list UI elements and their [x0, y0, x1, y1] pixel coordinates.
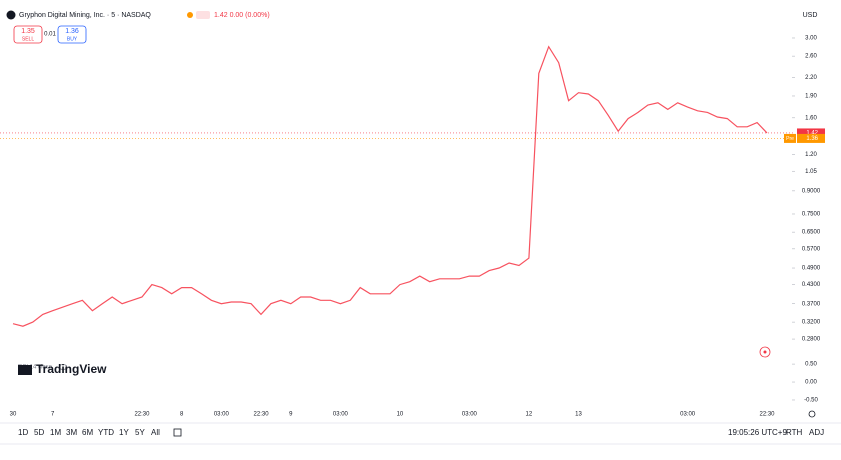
y-tick-label: 2.20: [805, 75, 817, 81]
sell-button[interactable]: [13, 25, 43, 44]
alert-icon[interactable]: [759, 346, 771, 358]
y-tick-label: 0.4900: [802, 266, 821, 272]
x-tick-label: 13: [575, 412, 582, 418]
y-tick-label: 0.00: [805, 380, 817, 386]
range-button[interactable]: 1M: [50, 428, 61, 437]
tv-logo[interactable]: TradingView: [36, 362, 107, 376]
x-tick-label: 22:30: [759, 412, 775, 418]
sell-price[interactable]: 1.35: [21, 28, 35, 35]
y-tick-label: 0.9000: [802, 188, 821, 194]
y-tick-label: 0.5700: [802, 246, 821, 252]
price-label-box: [797, 128, 825, 138]
y-tick-label: 1.05: [805, 169, 817, 175]
y-tick-label: 0.7500: [802, 212, 821, 218]
range-button[interactable]: 5D: [34, 428, 44, 437]
range-button[interactable]: 5Y: [135, 428, 145, 437]
y-tick-label: 0.6500: [802, 230, 821, 236]
price-label-box: [797, 133, 825, 143]
price-label: 1.36: [806, 136, 818, 142]
sell-label[interactable]: SELL: [22, 36, 34, 42]
y-tick-label: 1.60: [805, 115, 817, 121]
rsi-title: RSI 14 close: [18, 365, 53, 371]
currency: USD: [803, 12, 818, 19]
x-tick-label: 8: [180, 412, 184, 418]
price-label: 1.42: [806, 131, 818, 137]
x-tick-label: 03:00: [462, 412, 478, 418]
settings-gear[interactable]: [808, 410, 816, 418]
buy-button[interactable]: [57, 25, 87, 44]
y-tick-label: 0.3200: [802, 320, 821, 326]
buy-price[interactable]: 1.36: [65, 28, 79, 35]
status-dot: [187, 12, 193, 18]
clock: 19:05:26 UTC+9: [728, 428, 787, 437]
price-line: [12, 45, 768, 327]
x-tick-label: 22:30: [134, 412, 150, 418]
range-button[interactable]: 1Y: [119, 428, 129, 437]
x-tick-label: 9: [289, 412, 293, 418]
y-tick-label: 0.2800: [802, 337, 821, 343]
y-tick-label: 0.4300: [802, 282, 821, 288]
range-button[interactable]: All: [151, 428, 160, 437]
symbol-title: Gryphon Digital Mining, Inc. · 5 · NASDA…: [19, 12, 151, 19]
adjust[interactable]: ADJ: [809, 428, 824, 437]
x-tick-label: 7: [51, 412, 55, 418]
alert-icon-dot: [763, 350, 767, 354]
calendar-icon: [173, 428, 182, 437]
x-tick-label: 10: [397, 412, 404, 418]
y-tick-label: -0.50: [804, 398, 818, 404]
range-button[interactable]: YTD: [98, 428, 114, 437]
y-tick-label: 2.60: [805, 54, 817, 60]
y-tick-label: 1.90: [805, 94, 817, 100]
eye-icon[interactable]: [58, 364, 68, 370]
x-tick-label: 22:30: [254, 412, 270, 418]
y-tick-label: 1.20: [805, 152, 817, 158]
y-tick-label: 0.50: [805, 362, 817, 368]
tv-logo-icon: [18, 365, 32, 375]
quote: 1.42 0.00 (0.00%): [214, 12, 270, 19]
x-tick-label: 30: [10, 412, 17, 418]
range-button[interactable]: 3M: [66, 428, 77, 437]
spread: 0.01: [44, 32, 56, 38]
x-tick-label: 03:00: [333, 412, 349, 418]
range-button[interactable]: 1D: [18, 428, 28, 437]
y-tick-label: 0.3700: [802, 301, 821, 307]
x-tick-label: 12: [526, 412, 533, 418]
range-button[interactable]: 6M: [82, 428, 93, 437]
x-tick-label: 03:00: [214, 412, 230, 418]
pre-tag: [784, 133, 796, 143]
status-badge: [196, 11, 210, 19]
x-tick-label: 03:00: [680, 412, 696, 418]
buy-label[interactable]: BUY: [67, 36, 78, 42]
symbol-logo: [6, 10, 16, 20]
pre-tag-label: Pre: [786, 136, 794, 142]
session[interactable]: RTH: [786, 428, 803, 437]
y-tick-label: 3.00: [805, 36, 817, 42]
